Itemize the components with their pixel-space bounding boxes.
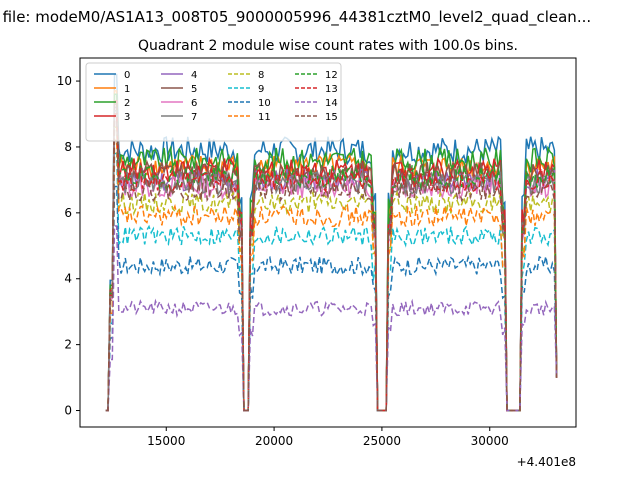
legend-box <box>85 62 342 142</box>
y-tick-label: 0 <box>64 404 72 418</box>
plot-lines <box>105 73 558 412</box>
legend-label-2: 2 <box>124 98 130 109</box>
x-axis: 15000 20000 25000 30000 <box>147 427 509 448</box>
series-line-10 <box>105 185 558 412</box>
legend-label-4: 4 <box>191 70 197 81</box>
x-tick-label: 20000 <box>255 434 293 448</box>
axes-frame <box>79 57 577 428</box>
legend-label-0: 0 <box>124 70 130 81</box>
series-line-9 <box>105 152 558 412</box>
legend-label-10: 10 <box>258 98 271 109</box>
y-tick-label: 4 <box>64 272 72 286</box>
series-line-8 <box>105 126 558 412</box>
series-line-11 <box>105 139 558 412</box>
legend-label-3: 3 <box>124 112 130 123</box>
series-line-15 <box>105 119 558 412</box>
legend-label-13: 13 <box>325 84 338 95</box>
y-tick-label: 6 <box>64 206 72 220</box>
legend-label-7: 7 <box>191 112 197 123</box>
legend-label-12: 12 <box>325 70 338 81</box>
legend-label-5: 5 <box>191 84 197 95</box>
series-line-4 <box>105 106 558 412</box>
y-tick-label: 8 <box>64 140 72 154</box>
legend-label-9: 9 <box>258 84 264 95</box>
y-tick-label: 10 <box>57 74 72 88</box>
legend-label-11: 11 <box>258 112 271 123</box>
x-tick-label: 30000 <box>471 434 509 448</box>
legend-label-14: 14 <box>325 98 338 109</box>
chart-title: Quadrant 2 module wise count rates with … <box>138 38 518 54</box>
series-line-2 <box>105 93 558 412</box>
series-line-14 <box>105 225 558 412</box>
legend-label-6: 6 <box>191 98 197 109</box>
legend-label-15: 15 <box>325 112 338 123</box>
series-line-13 <box>105 113 558 412</box>
y-tick-label: 2 <box>64 338 72 352</box>
legend-label-1: 1 <box>124 84 130 95</box>
legend-label-8: 8 <box>258 70 264 81</box>
figure-suptitle: ...n file: modeM0/AS1A13_008T05_90000059… <box>0 8 592 26</box>
y-axis: 0 2 4 6 8 10 <box>57 74 80 418</box>
x-tick-label: 15000 <box>147 434 185 448</box>
x-tick-label: 25000 <box>363 434 401 448</box>
x-axis-offset-label: +4.401e8 <box>517 455 576 469</box>
